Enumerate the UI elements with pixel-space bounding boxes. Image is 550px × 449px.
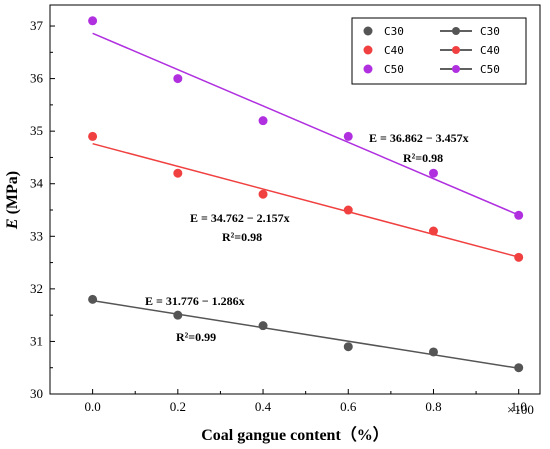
plot-area bbox=[49, 4, 541, 395]
annotation-c50: E = 36.862 − 3.457x R²=0.98 bbox=[369, 131, 469, 165]
point-c40 bbox=[343, 205, 353, 215]
fit-line-c30 bbox=[92, 299, 519, 369]
point-c50 bbox=[428, 168, 438, 178]
legend-items: C30 C30 C40 C40 C50 C50 bbox=[363, 25, 500, 76]
y-axis-unit: (MPa) bbox=[4, 171, 21, 219]
fit-line-c40 bbox=[92, 142, 519, 258]
y-tick-label: 31 bbox=[30, 333, 43, 348]
legend-label: C30 bbox=[384, 25, 404, 38]
x-axis-label: Coal gangue content（%） bbox=[201, 426, 389, 444]
y-tick-label: 32 bbox=[30, 281, 43, 296]
point-c50 bbox=[258, 116, 268, 126]
legend-label: C40 bbox=[384, 44, 404, 57]
point-c30 bbox=[428, 347, 438, 357]
x-tick-label: 0.2 bbox=[170, 399, 186, 414]
point-c50 bbox=[343, 131, 353, 141]
legend-box bbox=[351, 17, 527, 85]
x-multiplier: ×100 bbox=[507, 402, 534, 417]
x-tick-label: 0.8 bbox=[425, 399, 441, 414]
fit-lines bbox=[92, 32, 519, 369]
legend-label: C50 bbox=[384, 63, 404, 76]
point-c30 bbox=[258, 321, 268, 331]
legend-line-label: C50 bbox=[480, 63, 500, 76]
equation-c40: E = 34.762 − 2.157x bbox=[190, 211, 290, 225]
point-c40 bbox=[428, 226, 438, 236]
x-tick-label: 0.4 bbox=[255, 399, 272, 414]
legend-line-marker-c40 bbox=[452, 46, 460, 54]
point-c50 bbox=[514, 210, 524, 220]
legend-marker-c50 bbox=[363, 64, 373, 74]
axis-ticks: 0.0 0.2 0.4 0.6 0.8 1.0 30 31 32 33 34 35 36 37 bbox=[30, 18, 527, 414]
data-points bbox=[88, 16, 524, 373]
point-c40 bbox=[88, 131, 98, 141]
y-tick-label: 35 bbox=[30, 123, 43, 138]
y-axis-label: E (MPa) bbox=[4, 171, 21, 230]
x-tick-label: 1.0 bbox=[511, 399, 527, 414]
point-c30 bbox=[514, 363, 524, 373]
legend-line-marker-c50 bbox=[452, 65, 460, 73]
equation-c50: E = 36.862 − 3.457x bbox=[369, 131, 469, 145]
x-tick-label: 0.6 bbox=[340, 399, 357, 414]
fit-line-c50 bbox=[92, 32, 519, 216]
equation-c30: E = 31.776 − 1.286x bbox=[145, 294, 245, 308]
y-tick-label: 30 bbox=[30, 386, 43, 401]
y-tick-label: 34 bbox=[30, 176, 44, 191]
annotation-c30: E = 31.776 − 1.286x R²=0.99 bbox=[145, 294, 245, 344]
point-c50 bbox=[173, 74, 183, 84]
legend-line-label: C40 bbox=[480, 44, 500, 57]
legend-line-marker-c30 bbox=[452, 27, 460, 35]
annotation-c40: E = 34.762 − 2.157x R²=0.98 bbox=[190, 211, 290, 244]
r2-c50: R²=0.98 bbox=[403, 151, 443, 165]
r2-c40: R²=0.98 bbox=[222, 230, 262, 244]
y-tick-label: 37 bbox=[30, 18, 44, 33]
point-c30 bbox=[343, 342, 353, 352]
point-c40 bbox=[514, 252, 524, 262]
legend-marker-c40 bbox=[363, 45, 373, 55]
r2-c30: R²=0.99 bbox=[176, 330, 216, 344]
point-c30 bbox=[173, 310, 183, 320]
y-tick-label: 33 bbox=[30, 228, 43, 243]
point-c40 bbox=[258, 189, 268, 199]
point-c30 bbox=[88, 294, 98, 304]
point-c50 bbox=[88, 16, 98, 26]
legend-line-label: C30 bbox=[480, 25, 500, 38]
y-tick-label: 36 bbox=[30, 71, 44, 86]
x-tick-label: 0.0 bbox=[84, 399, 100, 414]
y-axis-symbol: E bbox=[4, 218, 21, 230]
point-c40 bbox=[173, 168, 183, 178]
plot-frame bbox=[49, 4, 541, 395]
legend: C30 C30 C40 C40 C50 C50 bbox=[351, 17, 527, 85]
legend-marker-c30 bbox=[363, 26, 373, 36]
